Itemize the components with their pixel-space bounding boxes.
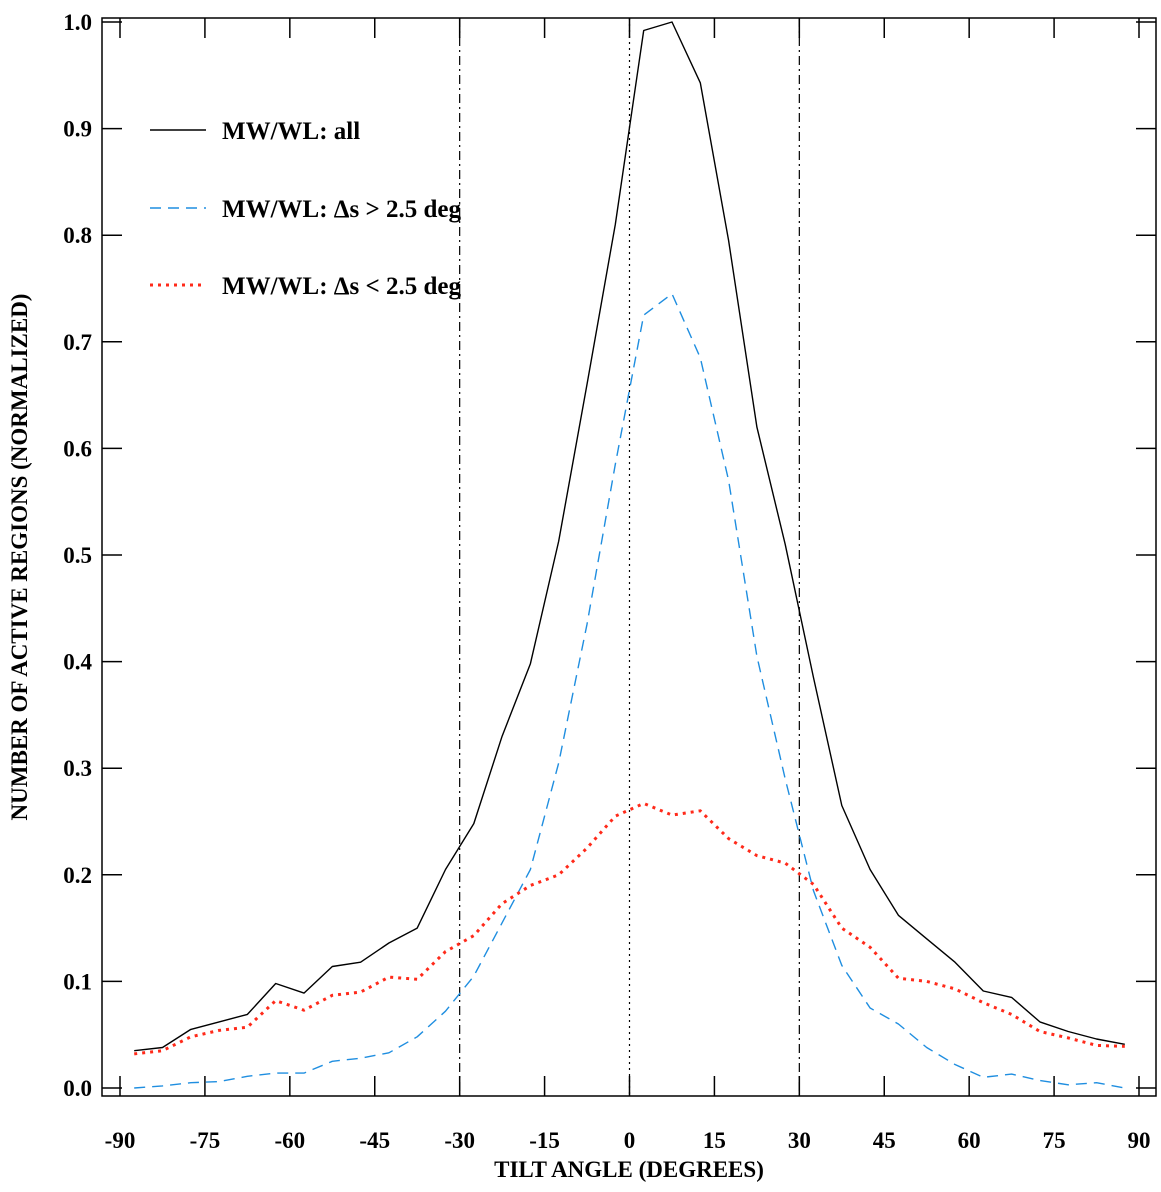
y-tick-label: 0.1: [63, 969, 92, 994]
x-tick-label: 15: [703, 1128, 726, 1153]
x-tick-label: -90: [105, 1128, 136, 1153]
y-tick-label: 0.2: [63, 863, 92, 888]
legend-label-1: MW/WL: Δs > 2.5 deg: [222, 196, 461, 223]
x-tick-label: -45: [359, 1128, 390, 1153]
series-line-0: [134, 21, 1125, 1052]
y-tick-label: 0.5: [63, 543, 92, 568]
x-tick-label: -60: [274, 1128, 305, 1153]
y-tick-label: 0.4: [63, 650, 92, 675]
series-line-1: [134, 293, 1125, 1089]
y-tick-label: 1.0: [63, 10, 92, 35]
legend-label-2: MW/WL: Δs < 2.5 deg: [222, 273, 461, 300]
x-tick-label: -30: [444, 1128, 475, 1153]
x-tick-label: -15: [529, 1128, 560, 1153]
y-tick-label: 0.9: [63, 117, 92, 142]
axis-ticks: [102, 18, 1156, 1096]
y-tick-labels: 0.0 0.1 0.2 0.3 0.4 0.5 0.6 0.7 0.8 0.9 1.0: [63, 10, 92, 1101]
reference-lines: [459, 18, 800, 1096]
y-tick-label: 0.0: [63, 1076, 92, 1101]
y-tick-label: 0.3: [63, 756, 92, 781]
y-tick-label: 0.7: [63, 330, 92, 355]
legend-label-0: MW/WL: all: [222, 118, 360, 145]
x-axis-title: TILT ANGLE (DEGREES): [494, 1157, 764, 1182]
x-tick-label: 90: [1128, 1128, 1151, 1153]
x-tick-label: 30: [788, 1128, 811, 1153]
series-line-2: [134, 801, 1125, 1056]
x-tick-labels: -90 -75 -60 -45 -30 -15 0 15 30 45 60 75 90: [105, 1128, 1151, 1153]
x-tick-label: 75: [1043, 1128, 1066, 1153]
legend: MW/WL: all MW/WL: Δs > 2.5 deg MW/WL: Δs <…: [150, 118, 461, 300]
plot-frame: [101, 17, 1157, 1097]
x-tick-label: 60: [958, 1128, 981, 1153]
x-tick-label: 0: [624, 1128, 636, 1153]
y-tick-label: 0.6: [63, 436, 92, 461]
y-tick-label: 0.8: [63, 223, 92, 248]
y-axis-title: NUMBER OF ACTIVE REGIONS (NORMALIZED): [7, 294, 32, 821]
data-series: [134, 21, 1125, 1089]
x-tick-label: -75: [190, 1128, 221, 1153]
x-tick-label: 45: [873, 1128, 896, 1153]
